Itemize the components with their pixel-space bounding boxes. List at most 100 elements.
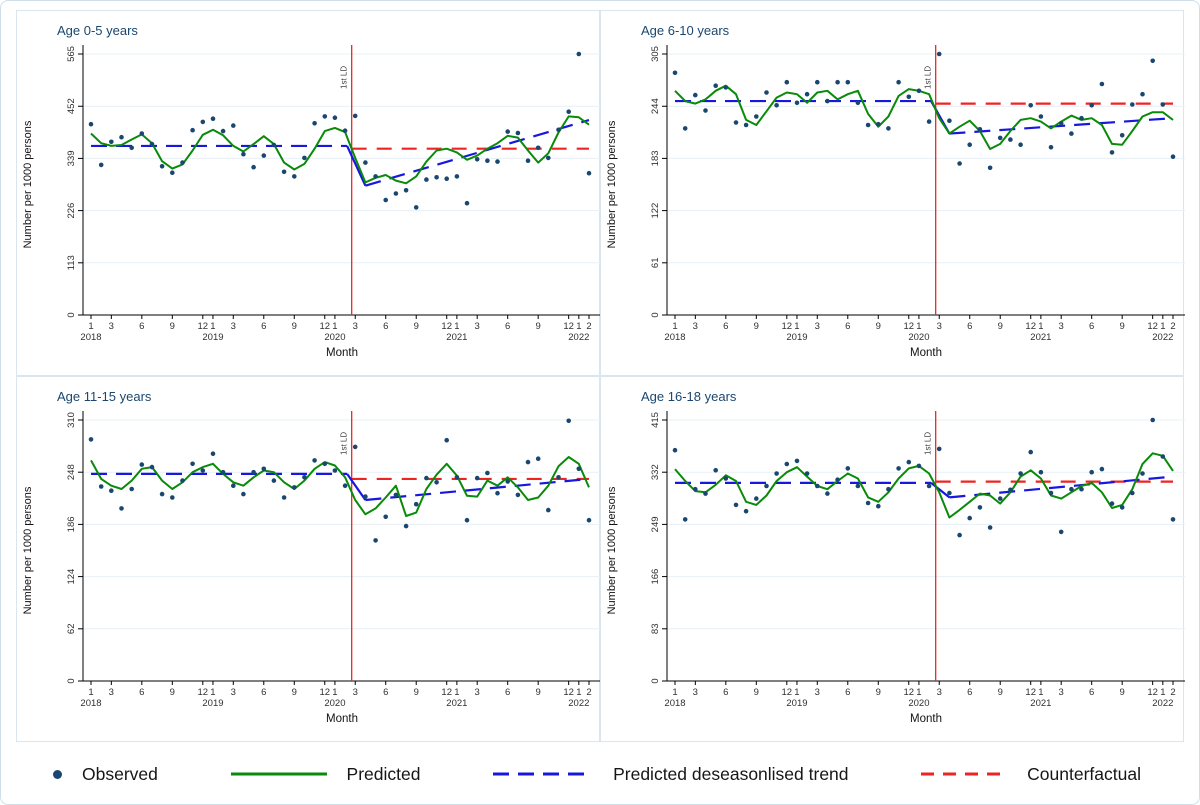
svg-text:9: 9: [292, 321, 297, 332]
svg-text:3: 3: [109, 687, 114, 698]
svg-text:9: 9: [292, 687, 297, 698]
svg-text:2: 2: [586, 321, 591, 332]
gridlines: [83, 53, 601, 264]
chart-grid: 0 113 226 339 452 565 1 2018 3 6 9 12 1 2019 3 6 9 12 1 202…: [16, 10, 1185, 742]
predicted-line: [90, 456, 590, 517]
svg-text:12: 12: [1025, 687, 1036, 698]
trend-dashed-line-marker: [493, 772, 594, 776]
svg-text:12: 12: [903, 321, 914, 332]
svg-text:9: 9: [998, 321, 1003, 332]
svg-text:1: 1: [332, 687, 337, 698]
svg-text:1: 1: [794, 321, 799, 332]
svg-text:6: 6: [1089, 321, 1094, 332]
y-tick-labels: 0 61 122 183 244 305: [650, 46, 661, 318]
svg-text:2019: 2019: [786, 332, 807, 343]
svg-text:166: 166: [650, 569, 661, 585]
svg-text:3: 3: [937, 321, 942, 332]
svg-text:6: 6: [261, 321, 266, 332]
svg-text:12: 12: [198, 321, 209, 332]
chart-panel-age-16-18: 0 83 166 249 332 415 1 2018 3 6 9 12 1 2019 3 6 9 12 1 2020…: [600, 376, 1185, 742]
svg-text:1: 1: [794, 687, 799, 698]
svg-text:3: 3: [815, 687, 820, 698]
observed-points: [88, 51, 592, 210]
svg-text:0: 0: [66, 312, 77, 317]
svg-text:3: 3: [353, 321, 358, 332]
svg-text:1: 1: [1160, 321, 1165, 332]
svg-text:9: 9: [754, 687, 759, 698]
x-axis-title: Month: [910, 713, 942, 725]
svg-text:2: 2: [1170, 687, 1175, 698]
predicted-line: [90, 115, 590, 185]
svg-text:2018: 2018: [80, 332, 101, 343]
svg-text:2021: 2021: [1030, 698, 1051, 709]
svg-text:2022: 2022: [568, 332, 589, 343]
svg-text:3: 3: [1059, 687, 1064, 698]
svg-text:12: 12: [198, 687, 209, 698]
svg-text:9: 9: [998, 687, 1003, 698]
observed-points: [88, 418, 592, 543]
svg-text:9: 9: [414, 321, 419, 332]
svg-text:3: 3: [109, 321, 114, 332]
svg-text:2019: 2019: [786, 698, 807, 709]
svg-text:2022: 2022: [1152, 332, 1173, 343]
y-axis-title: Number per 1000 persons: [606, 486, 618, 614]
svg-text:332: 332: [650, 464, 661, 480]
svg-text:2020: 2020: [908, 332, 929, 343]
svg-text:12: 12: [1147, 687, 1158, 698]
svg-text:3: 3: [231, 321, 236, 332]
axes: [78, 411, 601, 685]
svg-text:2019: 2019: [202, 698, 223, 709]
x-axis-title: Month: [326, 347, 358, 359]
svg-text:1: 1: [672, 687, 677, 698]
svg-text:61: 61: [650, 258, 661, 269]
chart-panel-age-11-15: 0 62 124 186 248 310 1 2018 3 6 9 12 1 2019 3 6 9 12 1 2020…: [16, 376, 601, 742]
svg-text:1: 1: [454, 687, 459, 698]
svg-text:305: 305: [650, 46, 661, 62]
svg-text:2018: 2018: [664, 332, 685, 343]
lockdown-label: 1st LD: [340, 432, 349, 455]
svg-text:0: 0: [66, 678, 77, 683]
legend-label-predicted: Predicted: [346, 763, 421, 784]
svg-text:1: 1: [454, 321, 459, 332]
svg-text:9: 9: [1120, 687, 1125, 698]
svg-text:3: 3: [475, 687, 480, 698]
trend-line: [675, 475, 1174, 499]
svg-text:9: 9: [754, 321, 759, 332]
x-axis-title: Month: [910, 347, 942, 359]
lockdown-label: 1st LD: [340, 66, 349, 89]
svg-text:2020: 2020: [908, 698, 929, 709]
svg-text:415: 415: [650, 412, 661, 428]
svg-text:3: 3: [475, 321, 480, 332]
svg-text:248: 248: [66, 464, 77, 480]
svg-text:6: 6: [967, 321, 972, 332]
svg-text:2019: 2019: [202, 332, 223, 343]
svg-text:3: 3: [1059, 321, 1064, 332]
svg-text:113: 113: [66, 255, 77, 270]
x-axis-title: Month: [326, 713, 358, 725]
svg-text:0: 0: [650, 678, 661, 683]
svg-text:6: 6: [1089, 687, 1094, 698]
svg-text:310: 310: [66, 412, 77, 428]
trend-line: [91, 472, 590, 502]
svg-text:452: 452: [66, 98, 77, 114]
svg-text:9: 9: [876, 321, 881, 332]
svg-text:3: 3: [815, 321, 820, 332]
svg-text:124: 124: [66, 569, 77, 585]
svg-text:9: 9: [536, 321, 541, 332]
svg-text:3: 3: [693, 687, 698, 698]
svg-text:1: 1: [672, 321, 677, 332]
svg-text:2020: 2020: [324, 698, 345, 709]
svg-text:339: 339: [66, 150, 77, 166]
svg-text:6: 6: [723, 687, 728, 698]
panel-title: Age 16-18 years: [641, 389, 737, 404]
svg-text:9: 9: [170, 321, 175, 332]
svg-text:2020: 2020: [324, 332, 345, 343]
svg-text:3: 3: [231, 687, 236, 698]
svg-text:1: 1: [1160, 687, 1165, 698]
svg-text:3: 3: [693, 321, 698, 332]
